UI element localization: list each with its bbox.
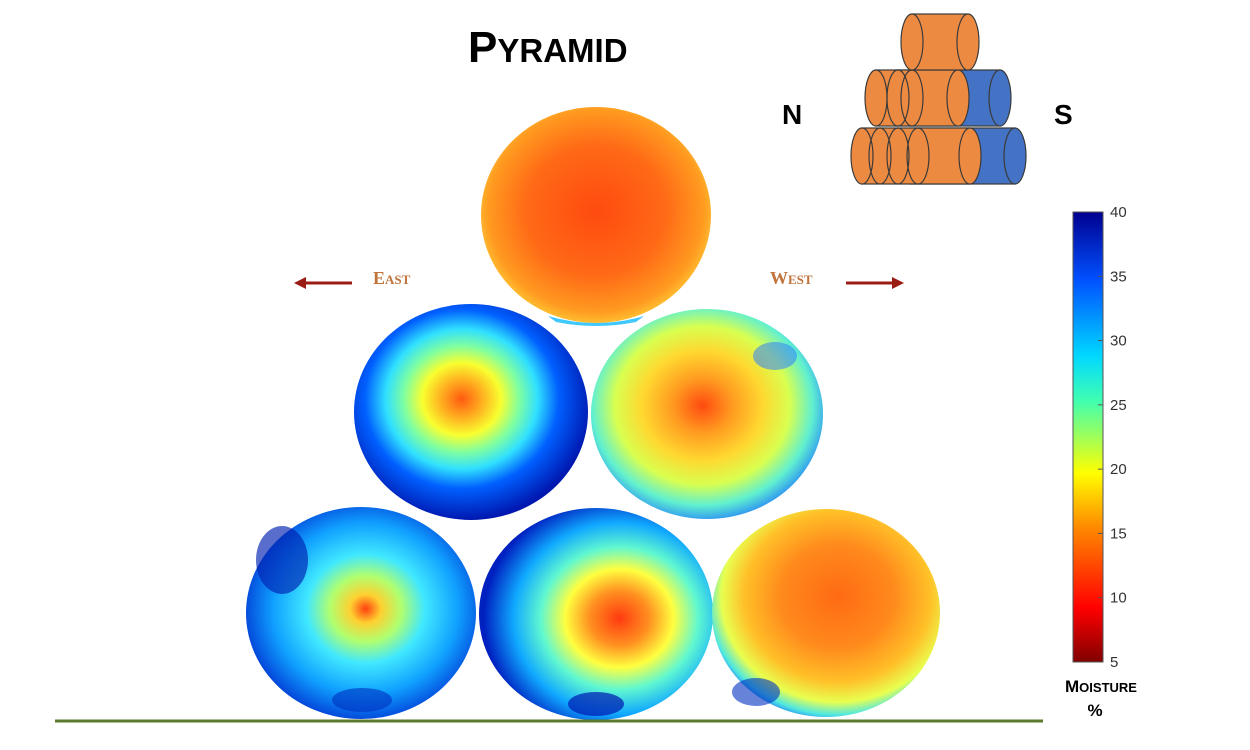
west-rest: EST: [788, 272, 813, 287]
north-label: N: [782, 99, 802, 130]
colorbar: 5 10 15 20 25 30 35 40: [1072, 204, 1127, 671]
colorbar-tick-label: 5: [1110, 654, 1118, 671]
colorbar-tick-label: 40: [1110, 204, 1127, 221]
colorbar-label-rest: OISTURE: [1079, 680, 1137, 695]
colorbar-unit: %: [1087, 701, 1102, 720]
stack-orientation-icon: [850, 13, 1027, 185]
colorbar-label-initial: M: [1065, 677, 1079, 696]
west-initial: W: [770, 268, 788, 288]
colorbar-tick-label: 15: [1110, 525, 1127, 542]
east-initial: E: [373, 268, 385, 288]
bale-bottom-east: [246, 507, 476, 719]
east-label: EAST: [373, 268, 411, 288]
colorbar-tick-label: 10: [1110, 590, 1127, 607]
south-label: S: [1054, 99, 1073, 130]
west-arrow-icon: [846, 277, 904, 289]
colorbar-tick-label: 30: [1110, 333, 1127, 350]
colorbar-tick-label: 25: [1110, 397, 1127, 414]
bale-middle-east: [354, 304, 588, 520]
title-initial: P: [468, 23, 497, 72]
bale-middle-west: [591, 309, 823, 519]
bale-bottom-west: [712, 509, 940, 717]
title-rest: YRAMID: [497, 32, 627, 69]
east-rest: AST: [385, 272, 411, 287]
east-arrow-icon: [294, 277, 352, 289]
west-label: WEST: [770, 268, 813, 288]
colorbar-ticks: 5 10 15 20 25 30 35 40: [1098, 204, 1127, 671]
bale-bottom-center: [479, 508, 713, 720]
colorbar-tick-label: 35: [1110, 268, 1127, 285]
colorbar-gradient: [1072, 211, 1104, 663]
diagram-title: PYRAMID: [468, 23, 628, 72]
colorbar-label: MOISTURE: [1065, 677, 1137, 696]
colorbar-tick-label: 20: [1110, 461, 1127, 478]
bale-top: [481, 107, 711, 326]
